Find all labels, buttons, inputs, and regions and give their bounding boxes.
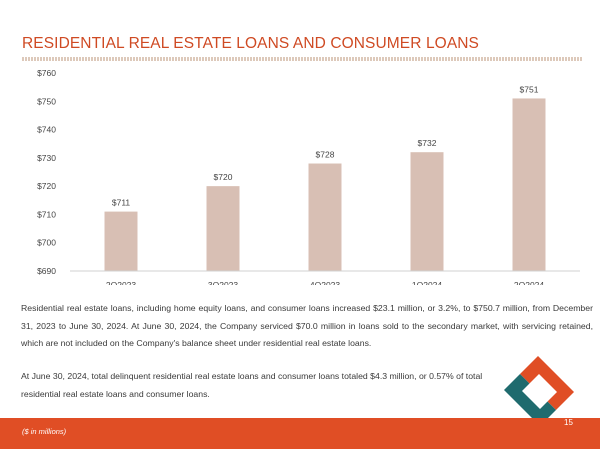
x-tick-label: 2Q2024 [514,280,545,285]
y-tick-label: $710 [37,209,56,219]
units-note: ($ in millions) [22,427,67,436]
delinquency-paragraph: At June 30, 2024, total delinquent resid… [21,371,483,399]
y-tick-label: $760 [37,68,56,78]
y-tick-label: $730 [37,153,56,163]
footer-bar [0,418,600,449]
bar-4Q2023 [308,163,342,271]
bars: $711 $720 $728 $732 $751 [104,84,546,271]
bar-3Q2023 [206,186,240,271]
page-number: 15 [564,418,573,427]
bar-2Q2023 [104,211,138,271]
y-tick-label: $720 [37,181,56,191]
data-label: $732 [418,138,437,148]
title-divider [22,57,582,61]
x-tick-label: 2Q2023 [106,280,137,285]
y-axis: $690 $700 $710 $720 $730 $740 $750 $760 [37,68,56,276]
data-label: $711 [112,198,131,208]
bar-2Q2024 [512,98,546,271]
company-logo-icon [504,356,574,426]
x-tick-label: 4Q2023 [310,280,341,285]
x-tick-label: 1Q2024 [412,280,443,285]
x-axis: 2Q2023 3Q2023 4Q2023 1Q2024 2Q2024 [106,280,545,285]
data-label: $728 [316,150,335,160]
y-tick-label: $690 [37,266,56,276]
bar-chart: $690 $700 $710 $720 $730 $740 $750 $760 $711 $72… [37,68,580,285]
y-tick-label: $700 [37,238,56,248]
data-label: $720 [214,172,233,182]
data-label: $751 [520,84,539,94]
x-tick-label: 3Q2023 [208,280,239,285]
y-tick-label: $740 [37,125,56,135]
summary-paragraph: Residential real estate loans, including… [21,303,593,348]
bar-1Q2024 [410,152,444,271]
page-title: RESIDENTIAL REAL ESTATE LOANS AND CONSUM… [22,35,479,52]
y-tick-label: $750 [37,96,56,106]
